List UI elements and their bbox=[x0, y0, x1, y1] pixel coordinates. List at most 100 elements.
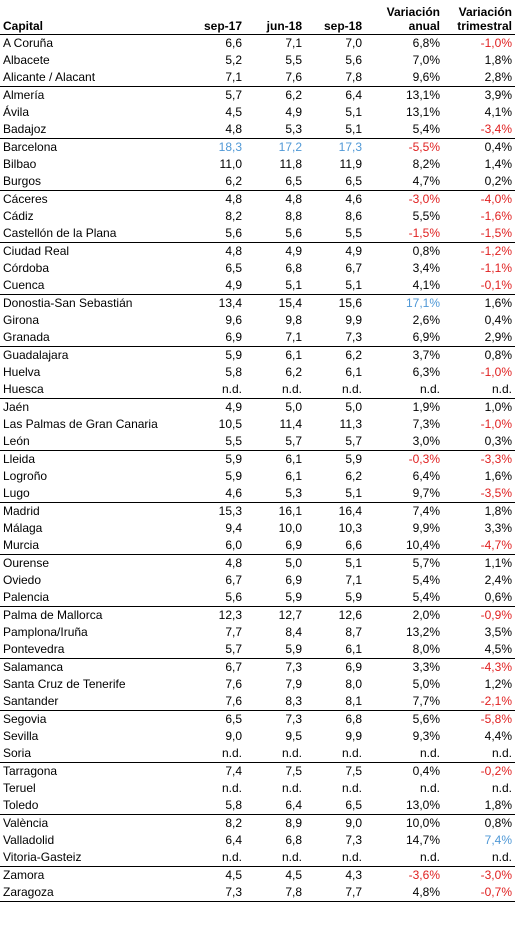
cell-variacion-trimestral: -0,2% bbox=[443, 762, 515, 780]
cell-sep18: 5,9 bbox=[305, 450, 365, 468]
cell-variacion-trimestral: -1,2% bbox=[443, 242, 515, 260]
cell-sep18: 5,5 bbox=[345, 226, 362, 240]
cell-variacion-trimestral: -4,7% bbox=[480, 538, 512, 552]
cell-variacion-anual: 7,0% bbox=[412, 53, 440, 67]
cell-variacion-trimestral: -3,4% bbox=[480, 122, 512, 136]
cell-jun18: 5,7 bbox=[285, 434, 302, 448]
cell-jun18: 11,4 bbox=[279, 417, 302, 431]
table-row: Palencia 5,6 5,9 5,9 5,4% 0,6% bbox=[0, 589, 515, 607]
cell-variacion-trimestral: -2,1% bbox=[480, 694, 512, 708]
table-row: Valladolid 6,4 6,8 7,3 14,7% 7,4% bbox=[0, 832, 515, 849]
cell-capital: Granada bbox=[3, 330, 50, 344]
cell-sep17: 9,4 bbox=[225, 521, 242, 535]
cell-capital: Ciudad Real bbox=[0, 242, 183, 260]
table-row: Huelva 5,8 6,2 6,1 6,3% -1,0% bbox=[0, 364, 515, 381]
cell-variacion-anual: 5,7% bbox=[365, 554, 443, 572]
cell-capital: Córdoba bbox=[3, 261, 50, 275]
cell-sep18: 6,1 bbox=[345, 642, 362, 656]
cell-sep18: 8,1 bbox=[345, 694, 362, 708]
cell-sep18: 4,9 bbox=[305, 242, 365, 260]
cell-capital: Sevilla bbox=[3, 729, 39, 743]
cell-sep17: 6,5 bbox=[183, 710, 245, 728]
cell-jun18: 6,5 bbox=[285, 174, 302, 188]
cell-variacion-anual: 4,1% bbox=[412, 278, 440, 292]
cell-variacion-trimestral: n.d. bbox=[491, 382, 512, 396]
cell-variacion-anual: 6,9% bbox=[412, 330, 440, 344]
cell-sep18: 6,8 bbox=[305, 710, 365, 728]
cell-sep17: 4,8 bbox=[183, 242, 245, 260]
cell-variacion-anual: 0,4% bbox=[365, 762, 443, 780]
cell-jun18: n.d. bbox=[281, 746, 302, 760]
cell-variacion-anual: 0,8% bbox=[365, 242, 443, 260]
cell-sep17: 9,0 bbox=[225, 729, 242, 743]
cell-capital: Soria bbox=[3, 746, 32, 760]
cell-capital: Palma de Mallorca bbox=[0, 606, 183, 624]
cell-variacion-trimestral: 0,4% bbox=[443, 138, 515, 156]
cell-capital: Jaén bbox=[0, 398, 183, 416]
cell-variacion-trimestral: -1,0% bbox=[480, 36, 512, 50]
cell-capital: Segovia bbox=[0, 710, 183, 728]
cell-sep17: 9,6 bbox=[225, 313, 242, 327]
cell-sep18: 6,5 bbox=[345, 174, 362, 188]
cell-sep18: 8,6 bbox=[345, 209, 362, 223]
cell-variacion-trimestral: 4,5% bbox=[484, 642, 512, 656]
cell-sep17: 5,6 bbox=[225, 590, 242, 604]
cell-variacion-anual: 13,1% bbox=[365, 86, 443, 104]
cell-sep17: 4,9 bbox=[183, 398, 245, 416]
cell-sep18: 9,0 bbox=[305, 814, 365, 832]
cell-sep17: 8,2 bbox=[225, 209, 242, 223]
cell-sep17: 4,6 bbox=[225, 486, 242, 500]
cell-sep18: 4,6 bbox=[305, 190, 365, 208]
cell-variacion-anual: 7,4% bbox=[365, 502, 443, 520]
cell-sep17: 5,7 bbox=[225, 642, 242, 656]
cell-jun18: 15,4 bbox=[245, 294, 305, 312]
cell-sep18: 10,3 bbox=[338, 521, 362, 535]
cell-capital: Palencia bbox=[3, 590, 50, 604]
cell-capital: Lleida bbox=[0, 450, 183, 468]
cell-variacion-anual: -0,3% bbox=[365, 450, 443, 468]
cell-sep18: 5,1 bbox=[345, 278, 362, 292]
cell-variacion-anual: 2,6% bbox=[412, 313, 440, 327]
cell-variacion-trimestral: 4,4% bbox=[484, 729, 512, 743]
cell-sep18: 7,1 bbox=[345, 573, 362, 587]
cell-sep18: 15,6 bbox=[305, 294, 365, 312]
cell-capital: Tarragona bbox=[0, 762, 183, 780]
table-row: Lleida 5,9 6,1 5,9 -0,3% -3,3% bbox=[0, 450, 515, 468]
cell-jun18: 6,1 bbox=[245, 450, 305, 468]
cell-variacion-trimestral: 0,8% bbox=[443, 346, 515, 364]
cell-sep18: 12,6 bbox=[305, 606, 365, 624]
cell-variacion-anual: -1,5% bbox=[408, 226, 440, 240]
cell-variacion-trimestral: 3,9% bbox=[443, 86, 515, 104]
cell-sep18: 5,7 bbox=[345, 434, 362, 448]
table-row: Bilbao 11,0 11,8 11,9 8,2% 1,4% bbox=[0, 156, 515, 173]
cell-variacion-trimestral: -0,9% bbox=[443, 606, 515, 624]
cell-variacion-anual: 5,0% bbox=[412, 677, 440, 691]
cell-variacion-anual: 4,8% bbox=[365, 884, 443, 902]
cell-variacion-trimestral: 2,8% bbox=[484, 70, 512, 84]
cell-variacion-anual: 10,4% bbox=[405, 538, 440, 552]
cell-capital: Alicante / Alacant bbox=[3, 70, 96, 84]
cell-sep17: 11,0 bbox=[219, 157, 242, 171]
cell-variacion-anual: 9,7% bbox=[412, 486, 440, 500]
header-variacion-anual: Variación anual bbox=[365, 0, 443, 35]
cell-variacion-anual: -3,0% bbox=[365, 190, 443, 208]
cell-jun18: 8,3 bbox=[285, 694, 302, 708]
cell-jun18: 5,3 bbox=[285, 122, 302, 136]
table-row: Tarragona 7,4 7,5 7,5 0,4% -0,2% bbox=[0, 762, 515, 780]
table-row: Ourense 4,8 5,0 5,1 5,7% 1,1% bbox=[0, 554, 515, 572]
cell-sep17: 4,8 bbox=[183, 190, 245, 208]
table-row: Ciudad Real 4,8 4,9 4,9 0,8% -1,2% bbox=[0, 242, 515, 260]
cell-sep17: 5,2 bbox=[225, 53, 242, 67]
cell-variacion-trimestral: -4,0% bbox=[443, 190, 515, 208]
cell-sep17: 12,3 bbox=[183, 606, 245, 624]
cell-sep17: 6,2 bbox=[225, 174, 242, 188]
cell-sep17: 7,1 bbox=[225, 70, 242, 84]
table-row: Barcelona 18,3 17,2 17,3 -5,5% 0,4% bbox=[0, 138, 515, 156]
cell-jun18: 6,9 bbox=[285, 538, 302, 552]
cell-capital: Zamora bbox=[0, 866, 183, 884]
cell-jun18: 5,3 bbox=[285, 486, 302, 500]
table-row: Soria n.d. n.d. n.d. n.d. n.d. bbox=[0, 745, 515, 763]
cell-sep18: 6,1 bbox=[345, 365, 362, 379]
cell-sep18: 5,9 bbox=[345, 590, 362, 604]
cell-sep17: 13,4 bbox=[183, 294, 245, 312]
